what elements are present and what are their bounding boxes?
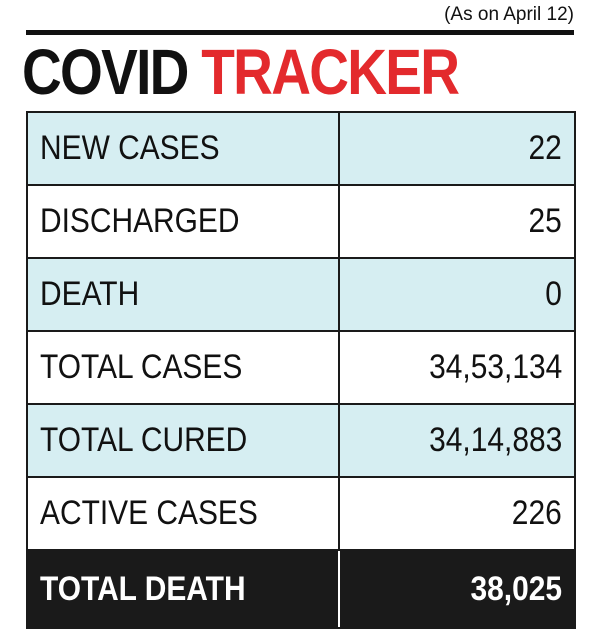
tracker-table: NEW CASES 22 DISCHARGED 25 DEATH 0 TOTAL… xyxy=(26,111,576,629)
table-row-total-death: TOTAL DEATH 38,025 xyxy=(28,551,574,627)
as-on-date: (As on April 12) xyxy=(444,4,574,25)
table-row-death: DEATH 0 xyxy=(28,259,574,332)
row-label: DISCHARGED xyxy=(28,186,340,257)
row-value: 0 xyxy=(545,275,562,313)
table-row-discharged: DISCHARGED 25 xyxy=(28,186,574,259)
row-label: TOTAL CASES xyxy=(28,332,340,403)
table-row-new-cases: NEW CASES 22 xyxy=(28,113,574,186)
row-value: 226 xyxy=(512,494,562,532)
row-label: NEW CASES xyxy=(28,113,340,184)
table-row-total-cured: TOTAL CURED 34,14,883 xyxy=(28,405,574,478)
row-value: 34,53,134 xyxy=(428,348,562,386)
row-value: 22 xyxy=(528,129,562,167)
title-covid: COVID xyxy=(22,36,189,108)
row-label: TOTAL DEATH xyxy=(28,551,340,627)
title-tracker: TRACKER xyxy=(201,36,460,108)
row-value: 25 xyxy=(528,202,562,240)
row-label: DEATH xyxy=(28,259,340,330)
row-label: TOTAL CURED xyxy=(28,405,340,476)
row-value: 34,14,883 xyxy=(428,421,562,459)
row-value: 38,025 xyxy=(470,569,562,608)
row-label: ACTIVE CASES xyxy=(28,478,340,549)
table-row-active-cases: ACTIVE CASES 226 xyxy=(28,478,574,551)
table-row-total-cases: TOTAL CASES 34,53,134 xyxy=(28,332,574,405)
top-rule xyxy=(26,30,574,35)
page-title: COVID TRACKER xyxy=(22,40,460,104)
